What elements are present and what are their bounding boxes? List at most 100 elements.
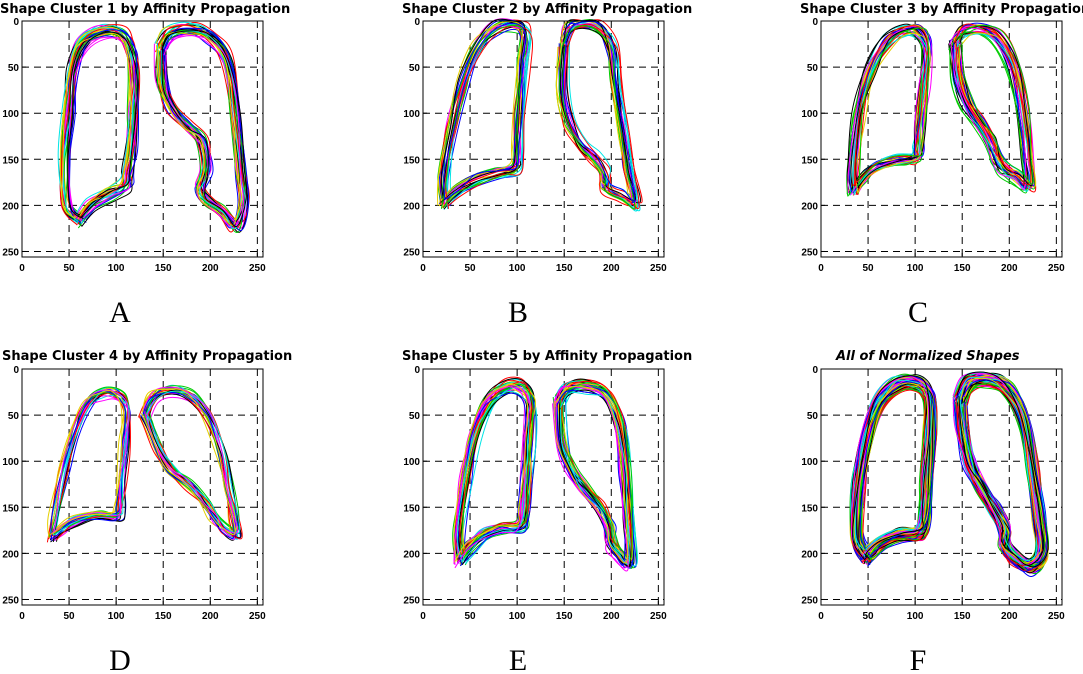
panel-title: Shape Cluster 4 by Affinity Propagation	[2, 349, 292, 364]
x-tick-label: 0	[818, 263, 824, 274]
left-lung-contour	[461, 387, 538, 565]
y-tick-label: 0	[13, 365, 19, 376]
y-tick-label: 250	[2, 595, 19, 606]
right-lung-contour	[959, 25, 1034, 187]
panel-title: All of Normalized Shapes	[835, 349, 1020, 364]
right-lung-contour	[559, 391, 630, 565]
y-tick-label: 100	[801, 109, 818, 120]
y-tick-label: 50	[807, 63, 819, 74]
x-tick-label: 200	[1001, 263, 1018, 274]
y-tick-label: 200	[2, 549, 19, 560]
x-tick-label: 250	[650, 263, 667, 274]
left-lung-contour	[49, 389, 129, 536]
x-tick-label: 200	[202, 611, 219, 622]
left-lung-contour	[859, 379, 937, 558]
right-lung-contour	[140, 391, 235, 539]
left-lung-contour	[52, 391, 131, 542]
right-lung-contour	[142, 386, 239, 534]
right-lung-contour	[953, 23, 1032, 186]
x-tick-label: 0	[420, 263, 426, 274]
right-lung-contour	[143, 387, 241, 535]
panel-letter: D	[109, 644, 131, 674]
right-lung-contour	[958, 24, 1034, 185]
left-lung-contour	[848, 27, 926, 194]
right-lung-contour	[962, 375, 1047, 565]
x-tick-label: 250	[1048, 611, 1065, 622]
x-tick-label: 100	[509, 611, 526, 622]
right-lung-contour	[140, 388, 236, 536]
panel-d: Shape Cluster 4 by Affinity Propagation0…	[2, 349, 292, 674]
left-lung-contour	[440, 24, 528, 209]
x-tick-label: 100	[108, 263, 125, 274]
left-lung-contour	[852, 34, 929, 196]
right-lung-contour	[566, 19, 643, 204]
right-lung-contour	[949, 26, 1027, 190]
panel-title: Shape Cluster 2 by Affinity Propagation	[402, 2, 692, 17]
x-tick-label: 0	[420, 611, 426, 622]
left-lung-contour	[856, 27, 929, 187]
left-lung-contour	[49, 390, 127, 542]
y-tick-label: 50	[8, 411, 20, 422]
y-tick-label: 200	[2, 201, 19, 212]
left-lung-contour	[456, 390, 530, 563]
right-lung-contour	[948, 31, 1028, 194]
left-lung-contour	[440, 18, 526, 203]
panel-letter: F	[910, 644, 927, 674]
panel-letter: A	[109, 296, 131, 329]
right-lung-contour	[561, 385, 634, 558]
y-tick-label: 150	[801, 155, 818, 166]
right-lung-contour	[956, 371, 1045, 566]
y-tick-label: 100	[403, 457, 420, 468]
y-tick-label: 50	[409, 63, 421, 74]
x-tick-label: 50	[465, 263, 477, 274]
y-tick-label: 100	[2, 109, 19, 120]
right-lung-contour	[562, 20, 636, 202]
y-tick-label: 250	[2, 247, 19, 258]
left-lung-contour	[853, 27, 929, 196]
y-tick-label: 150	[403, 155, 420, 166]
x-tick-label: 150	[556, 263, 573, 274]
x-tick-label: 200	[1001, 611, 1018, 622]
plot-frame	[21, 368, 264, 606]
panel-letter: B	[508, 296, 528, 329]
x-tick-label: 200	[202, 263, 219, 274]
x-tick-label: 150	[155, 611, 172, 622]
right-lung-contour	[561, 25, 636, 210]
x-tick-label: 50	[863, 263, 875, 274]
plot-frame	[21, 20, 264, 258]
left-lung-contour	[847, 28, 926, 196]
right-lung-contour	[163, 28, 244, 224]
y-tick-label: 0	[414, 365, 420, 376]
panel-e: Shape Cluster 5 by Affinity Propagation0…	[402, 349, 692, 674]
x-tick-label: 0	[818, 611, 824, 622]
x-tick-label: 100	[907, 611, 924, 622]
left-lung-contour	[47, 390, 123, 539]
plot-frame	[820, 20, 1063, 258]
y-tick-label: 200	[403, 549, 420, 560]
x-tick-label: 200	[603, 611, 620, 622]
y-tick-label: 250	[801, 595, 818, 606]
y-tick-label: 0	[812, 17, 818, 28]
plot-frame	[422, 368, 665, 606]
right-lung-contour	[552, 385, 629, 572]
panel-title: Shape Cluster 3 by Affinity Propagation	[800, 2, 1083, 17]
y-tick-label: 0	[414, 17, 420, 28]
left-lung-contour	[453, 384, 529, 563]
y-tick-label: 0	[13, 17, 19, 28]
x-tick-label: 0	[19, 263, 25, 274]
y-tick-label: 250	[403, 595, 420, 606]
x-tick-label: 50	[64, 263, 76, 274]
x-tick-label: 150	[155, 263, 172, 274]
y-tick-label: 200	[801, 549, 818, 560]
y-tick-label: 100	[2, 457, 19, 468]
left-lung-contour	[61, 33, 132, 220]
left-lung-contour	[852, 375, 931, 558]
y-tick-label: 100	[403, 109, 420, 120]
plot-frame	[820, 368, 1063, 606]
panel-c: Shape Cluster 3 by Affinity Propagation0…	[800, 2, 1083, 329]
y-tick-label: 150	[2, 155, 19, 166]
left-lung-contour	[54, 391, 131, 541]
y-tick-label: 200	[801, 201, 818, 212]
